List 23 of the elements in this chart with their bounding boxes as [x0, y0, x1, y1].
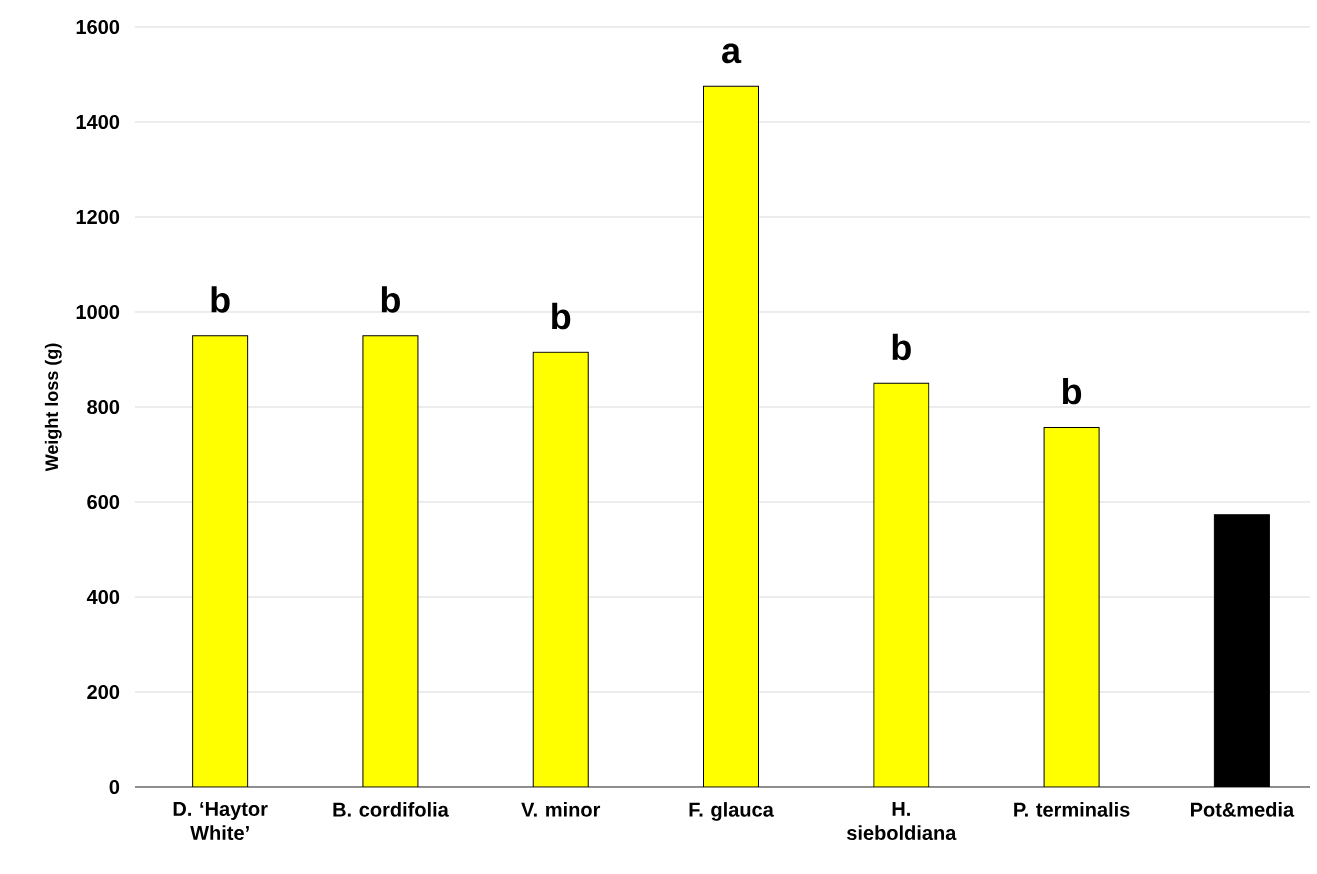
- x-tick-label: D. ‘Haytor White’: [173, 802, 268, 841]
- x-tick-label: P. terminalis: [1014, 802, 1130, 817]
- y-tick-label: 0: [109, 779, 120, 795]
- y-tick-label: 800: [87, 399, 120, 415]
- y-tick-label: 400: [86, 589, 120, 605]
- y-tick-label: 1000: [76, 304, 120, 320]
- x-tick-label: B. cordifolia: [333, 802, 449, 817]
- y-tick-label: 1400: [76, 114, 120, 130]
- x-tick-label: V. minor: [521, 802, 601, 817]
- annotation: b: [381, 286, 400, 313]
- annotation: b: [1062, 377, 1082, 405]
- x-tick-label: Pot&media: [1191, 802, 1295, 817]
- y-tick-label: 1600: [76, 19, 120, 35]
- annotation: a: [722, 43, 742, 64]
- annotation: b: [892, 333, 911, 361]
- y-tick-label: 600: [87, 494, 120, 510]
- x-tick-label: F. glauca: [689, 802, 774, 821]
- y-axis-title: Weight loss (g): [44, 343, 62, 472]
- annotation: b: [552, 302, 571, 330]
- annotation: b: [211, 286, 230, 313]
- x-tick-label: H. sieboldiana: [846, 802, 957, 841]
- y-tick-label: 1200: [76, 209, 120, 225]
- y-tick-label: 200: [87, 684, 120, 700]
